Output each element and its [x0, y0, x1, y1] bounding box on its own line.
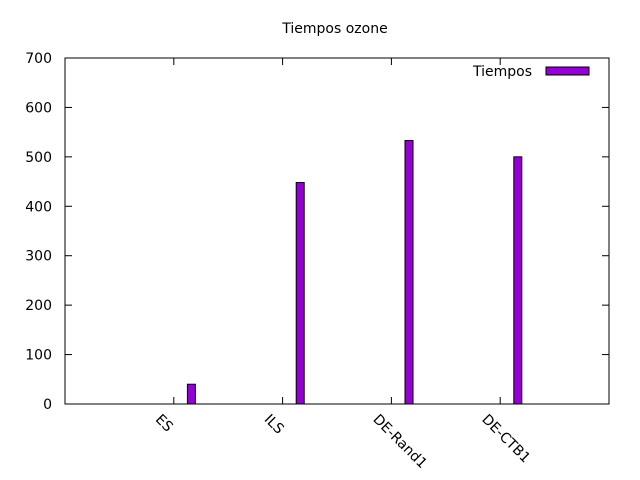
y-tick-label: 300: [25, 249, 52, 265]
y-tick-label: 500: [25, 150, 52, 166]
bar-de-ctb1: [513, 156, 523, 405]
bar-es: [186, 383, 196, 405]
y-axis: 0 100 200 300 400 500 600 700: [25, 51, 609, 413]
x-tick-label: DE-CTB1: [478, 412, 533, 467]
y-tick-label: 600: [25, 100, 52, 116]
chart-title: Tiempos ozone: [281, 21, 387, 37]
legend: Tiempos: [472, 64, 590, 80]
bar-series: [186, 140, 523, 405]
bar-ils: [295, 182, 305, 405]
legend-swatch: [545, 66, 590, 76]
y-tick-label: 200: [25, 298, 52, 314]
legend-label: Tiempos: [472, 64, 532, 80]
bar-de-rand1: [404, 140, 414, 405]
y-tick-label: 700: [25, 51, 52, 67]
x-tick-label: DE-Rand1: [370, 412, 430, 472]
x-tick-label: ES: [152, 412, 176, 436]
y-tick-label: 0: [43, 397, 52, 413]
y-tick-label: 100: [25, 348, 52, 364]
x-axis: ES ILS DE-Rand1 DE-CTB1: [152, 58, 533, 472]
x-tick-label: ILS: [261, 412, 287, 438]
y-tick-label: 400: [25, 199, 52, 215]
plot-frame: [64, 57, 610, 405]
